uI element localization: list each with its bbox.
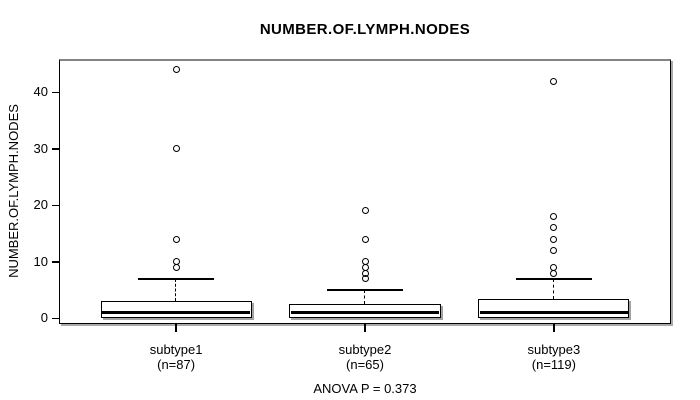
outlier-point	[550, 247, 558, 255]
outlier-point	[172, 263, 180, 271]
outlier-point	[550, 263, 558, 271]
x-axis-tick	[553, 324, 555, 332]
whisker-cap	[327, 289, 403, 291]
whisker-cap	[138, 278, 214, 280]
category-name: subtype2	[338, 342, 392, 357]
whisker-cap	[516, 278, 592, 280]
y-axis-tick	[51, 261, 59, 263]
median-line	[479, 311, 628, 315]
outlier-point	[172, 66, 180, 74]
y-axis-tick	[51, 148, 59, 150]
category-name: subtype3	[527, 342, 581, 357]
y-axis-tick-label: 40	[33, 84, 48, 100]
box-iqr	[478, 298, 630, 319]
y-axis-tick-label: 10	[33, 253, 48, 269]
outlier-point	[361, 235, 369, 243]
chart-title: NUMBER.OF.LYMPH.NODES	[259, 21, 471, 38]
x-axis-category-label: subtype3 (n=119)	[484, 342, 624, 372]
outlier-point	[550, 235, 558, 243]
whisker-stem	[175, 278, 177, 302]
outlier-point	[550, 213, 558, 221]
median-line	[290, 311, 440, 315]
whisker-stem	[553, 278, 555, 299]
y-axis-tick-label: 0	[40, 310, 48, 326]
y-axis-tick	[51, 317, 59, 320]
category-name: subtype1	[149, 342, 203, 357]
x-axis-category-label: subtype2 (n=65)	[295, 342, 435, 372]
outlier-point	[550, 77, 558, 85]
y-axis-tick	[51, 91, 59, 94]
outlier-point	[172, 258, 180, 266]
y-axis-tick	[51, 204, 59, 207]
x-axis-tick	[364, 324, 366, 332]
outlier-point	[361, 207, 369, 215]
category-count: (n=119)	[531, 357, 576, 372]
outlier-point	[172, 235, 180, 243]
plot-frame	[59, 59, 671, 324]
median-line	[102, 311, 251, 315]
x-axis-category-label: subtype1 (n=87)	[106, 342, 246, 372]
category-count: (n=65)	[346, 357, 384, 372]
y-axis-tick-label: 20	[33, 197, 48, 213]
box-iqr	[100, 301, 252, 319]
outlier-point	[550, 224, 558, 232]
whisker-stem	[364, 290, 366, 305]
outlier-point	[172, 145, 180, 153]
category-count: (n=87)	[157, 357, 196, 372]
y-axis-tick-label: 30	[33, 140, 48, 156]
x-axis-tick	[175, 324, 177, 332]
outlier-point	[361, 258, 369, 266]
anova-annotation: ANOVA P = 0.373	[313, 381, 417, 396]
outlier-point	[361, 263, 369, 271]
